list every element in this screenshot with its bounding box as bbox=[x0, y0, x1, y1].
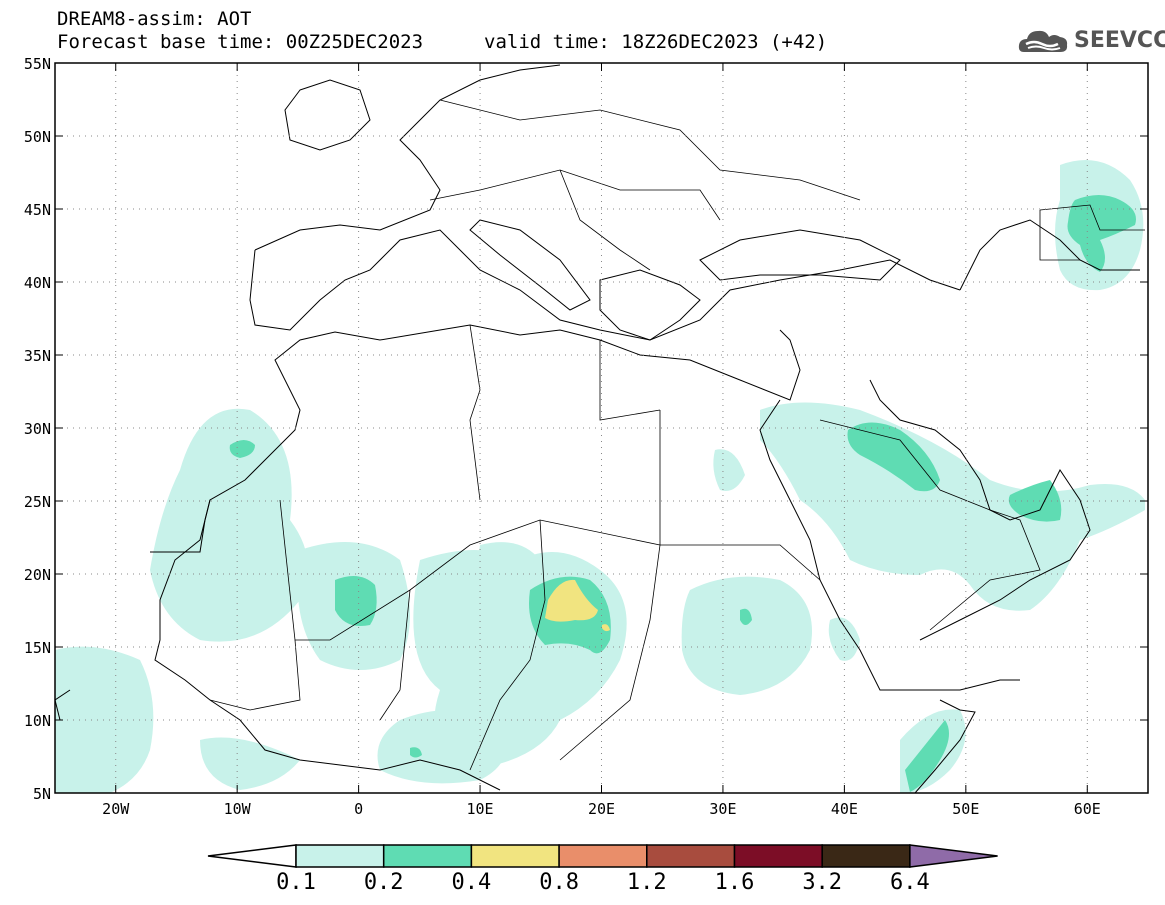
colorbar-label: 1.6 bbox=[714, 870, 755, 895]
colorbar-low-arrow bbox=[207, 844, 297, 868]
lon-label: 50E bbox=[952, 800, 979, 818]
lat-label: 20N bbox=[24, 566, 51, 584]
colorbar-label: 0.2 bbox=[363, 870, 404, 895]
colorbar-label: 3.2 bbox=[802, 870, 843, 895]
colorbar-segment bbox=[558, 844, 648, 868]
lon-label: 0 bbox=[354, 800, 363, 818]
forecast-base-time: Forecast base time: 00Z25DEC2023 bbox=[57, 31, 424, 53]
cloud-icon bbox=[1018, 30, 1068, 52]
colorbar-segment bbox=[382, 844, 473, 868]
lat-label: 35N bbox=[24, 347, 51, 365]
logo-text: SEEVCCC bbox=[1074, 28, 1165, 53]
lon-label: 10E bbox=[467, 800, 494, 818]
colorbar bbox=[207, 844, 998, 868]
latitude-axis: 55N 50N 45N 40N 35N 30N 25N 20N 15N 10N 5N bbox=[24, 55, 1148, 803]
colorbar-segment bbox=[821, 844, 911, 868]
longitude-axis: 20W 10W 0 10E 20E 30E 40E 50E 60E bbox=[102, 63, 1101, 818]
colorbar-segment bbox=[470, 844, 560, 868]
colorbar-high-arrow bbox=[909, 844, 998, 868]
valid-time: valid time: 18Z26DEC2023 (+42) bbox=[484, 31, 828, 53]
lat-label: 15N bbox=[24, 639, 51, 657]
lat-label: 55N bbox=[24, 55, 51, 73]
colorbar-segment bbox=[733, 844, 823, 868]
borders bbox=[209, 99, 1145, 771]
lon-label: 40E bbox=[831, 800, 858, 818]
colorbar-label: 0.1 bbox=[276, 870, 316, 895]
aot-high-areas bbox=[545, 579, 610, 632]
lat-label: 30N bbox=[24, 420, 51, 438]
lat-label: 40N bbox=[24, 274, 51, 292]
colorbar-label: 1.2 bbox=[626, 870, 667, 895]
colorbar-segment bbox=[646, 844, 736, 868]
colorbar-label: 0.8 bbox=[539, 870, 579, 895]
lon-label: 20E bbox=[588, 800, 615, 818]
lon-label: 20W bbox=[102, 800, 130, 818]
lat-label: 5N bbox=[33, 785, 51, 803]
map-title: DREAM8-assim: AOT bbox=[57, 8, 252, 30]
colorbar-label: 6.4 bbox=[890, 870, 930, 895]
lat-label: 25N bbox=[24, 493, 51, 511]
colorbar-label: 0.4 bbox=[451, 870, 492, 895]
lon-label: 60E bbox=[1074, 800, 1101, 818]
colorbar-segment bbox=[295, 844, 385, 868]
lat-label: 45N bbox=[24, 201, 51, 219]
aot-light-areas bbox=[55, 160, 1145, 794]
coastlines bbox=[54, 64, 1140, 794]
seevccc-logo: SEEVCCC bbox=[1016, 24, 1165, 58]
map-grid bbox=[55, 63, 1148, 793]
lat-label: 10N bbox=[24, 712, 51, 730]
lon-label: 10W bbox=[224, 800, 252, 818]
lon-label: 30E bbox=[709, 800, 736, 818]
lat-label: 50N bbox=[24, 128, 51, 146]
